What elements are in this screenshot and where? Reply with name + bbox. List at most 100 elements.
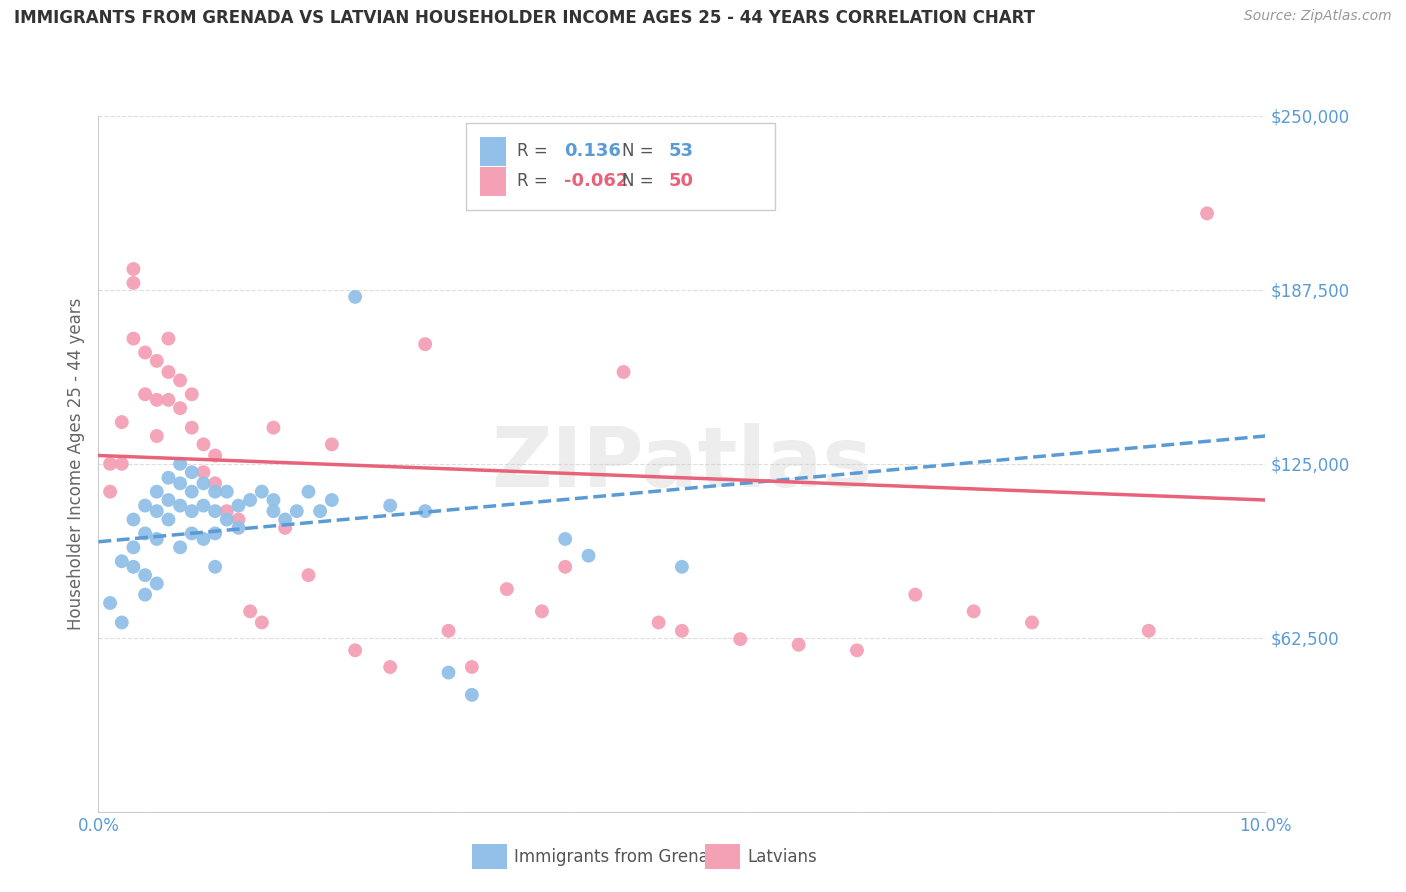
Text: 0.136: 0.136	[564, 143, 621, 161]
Point	[262, 493, 284, 508]
Point	[193, 499, 215, 513]
Point	[169, 401, 191, 416]
Point	[134, 499, 156, 513]
Point	[495, 582, 517, 596]
Point	[193, 465, 215, 479]
Point	[122, 276, 145, 290]
Point	[554, 559, 576, 574]
Text: IMMIGRANTS FROM GRENADA VS LATVIAN HOUSEHOLDER INCOME AGES 25 - 44 YEARS CORRELA: IMMIGRANTS FROM GRENADA VS LATVIAN HOUSE…	[14, 9, 1035, 27]
Point	[250, 484, 273, 499]
Point	[193, 532, 215, 546]
Point	[122, 262, 145, 277]
Point	[215, 484, 238, 499]
Point	[1195, 206, 1218, 220]
Point	[250, 615, 273, 630]
Point	[146, 429, 169, 443]
Point	[344, 290, 367, 304]
Point	[461, 660, 484, 674]
Text: Source: ZipAtlas.com: Source: ZipAtlas.com	[1244, 9, 1392, 23]
Point	[169, 541, 191, 555]
Point	[554, 532, 576, 546]
Point	[578, 549, 600, 563]
Point	[180, 526, 202, 541]
Point	[122, 332, 145, 346]
Point	[146, 576, 169, 591]
Point	[157, 493, 180, 508]
Point	[215, 512, 238, 526]
Point	[193, 437, 215, 451]
Point	[146, 392, 169, 407]
Text: ZIPatlas: ZIPatlas	[492, 424, 872, 504]
Point	[134, 588, 156, 602]
Point	[413, 337, 436, 351]
Point	[321, 437, 343, 451]
Point	[204, 484, 226, 499]
Point	[228, 512, 250, 526]
Point	[612, 365, 634, 379]
Point	[239, 493, 262, 508]
Point	[647, 615, 669, 630]
Point	[146, 504, 169, 518]
FancyBboxPatch shape	[479, 167, 506, 196]
Point	[413, 504, 436, 518]
Text: -0.062: -0.062	[564, 172, 628, 190]
Point	[122, 512, 145, 526]
Point	[180, 504, 202, 518]
Point	[274, 521, 297, 535]
Point	[111, 615, 134, 630]
Point	[169, 476, 191, 491]
Text: Latvians: Latvians	[747, 848, 817, 866]
Point	[146, 532, 169, 546]
Point	[169, 457, 191, 471]
Point	[146, 354, 169, 368]
Point	[157, 471, 180, 485]
Point	[228, 521, 250, 535]
Point	[297, 484, 319, 499]
Point	[309, 504, 332, 518]
Point	[122, 541, 145, 555]
Point	[262, 420, 284, 434]
Point	[157, 332, 180, 346]
Point	[1021, 615, 1043, 630]
Point	[671, 624, 693, 638]
Point	[134, 387, 156, 401]
Point	[274, 512, 297, 526]
Point	[787, 638, 810, 652]
Point	[904, 588, 927, 602]
Point	[157, 392, 180, 407]
Text: 50: 50	[669, 172, 695, 190]
Point	[193, 476, 215, 491]
Point	[285, 504, 308, 518]
Point	[111, 554, 134, 568]
Point	[728, 632, 751, 647]
FancyBboxPatch shape	[472, 845, 506, 870]
Point	[157, 512, 180, 526]
Point	[378, 499, 402, 513]
Point	[157, 365, 180, 379]
Point	[344, 643, 367, 657]
Point	[239, 604, 262, 618]
FancyBboxPatch shape	[706, 845, 741, 870]
Point	[204, 526, 226, 541]
Point	[962, 604, 984, 618]
Text: Immigrants from Grenada: Immigrants from Grenada	[513, 848, 730, 866]
Point	[111, 415, 134, 429]
Point	[122, 559, 145, 574]
Y-axis label: Householder Income Ages 25 - 44 years: Householder Income Ages 25 - 44 years	[66, 298, 84, 630]
Point	[180, 420, 202, 434]
Point	[111, 457, 134, 471]
Text: 53: 53	[669, 143, 695, 161]
Point	[437, 665, 460, 680]
Point	[1137, 624, 1160, 638]
Point	[98, 457, 121, 471]
Point	[169, 373, 191, 387]
Text: R =: R =	[517, 143, 554, 161]
Point	[262, 504, 284, 518]
FancyBboxPatch shape	[465, 123, 775, 210]
Point	[530, 604, 553, 618]
Point	[378, 660, 402, 674]
Point	[437, 624, 460, 638]
Point	[134, 526, 156, 541]
Point	[204, 449, 226, 463]
Point	[204, 476, 226, 491]
